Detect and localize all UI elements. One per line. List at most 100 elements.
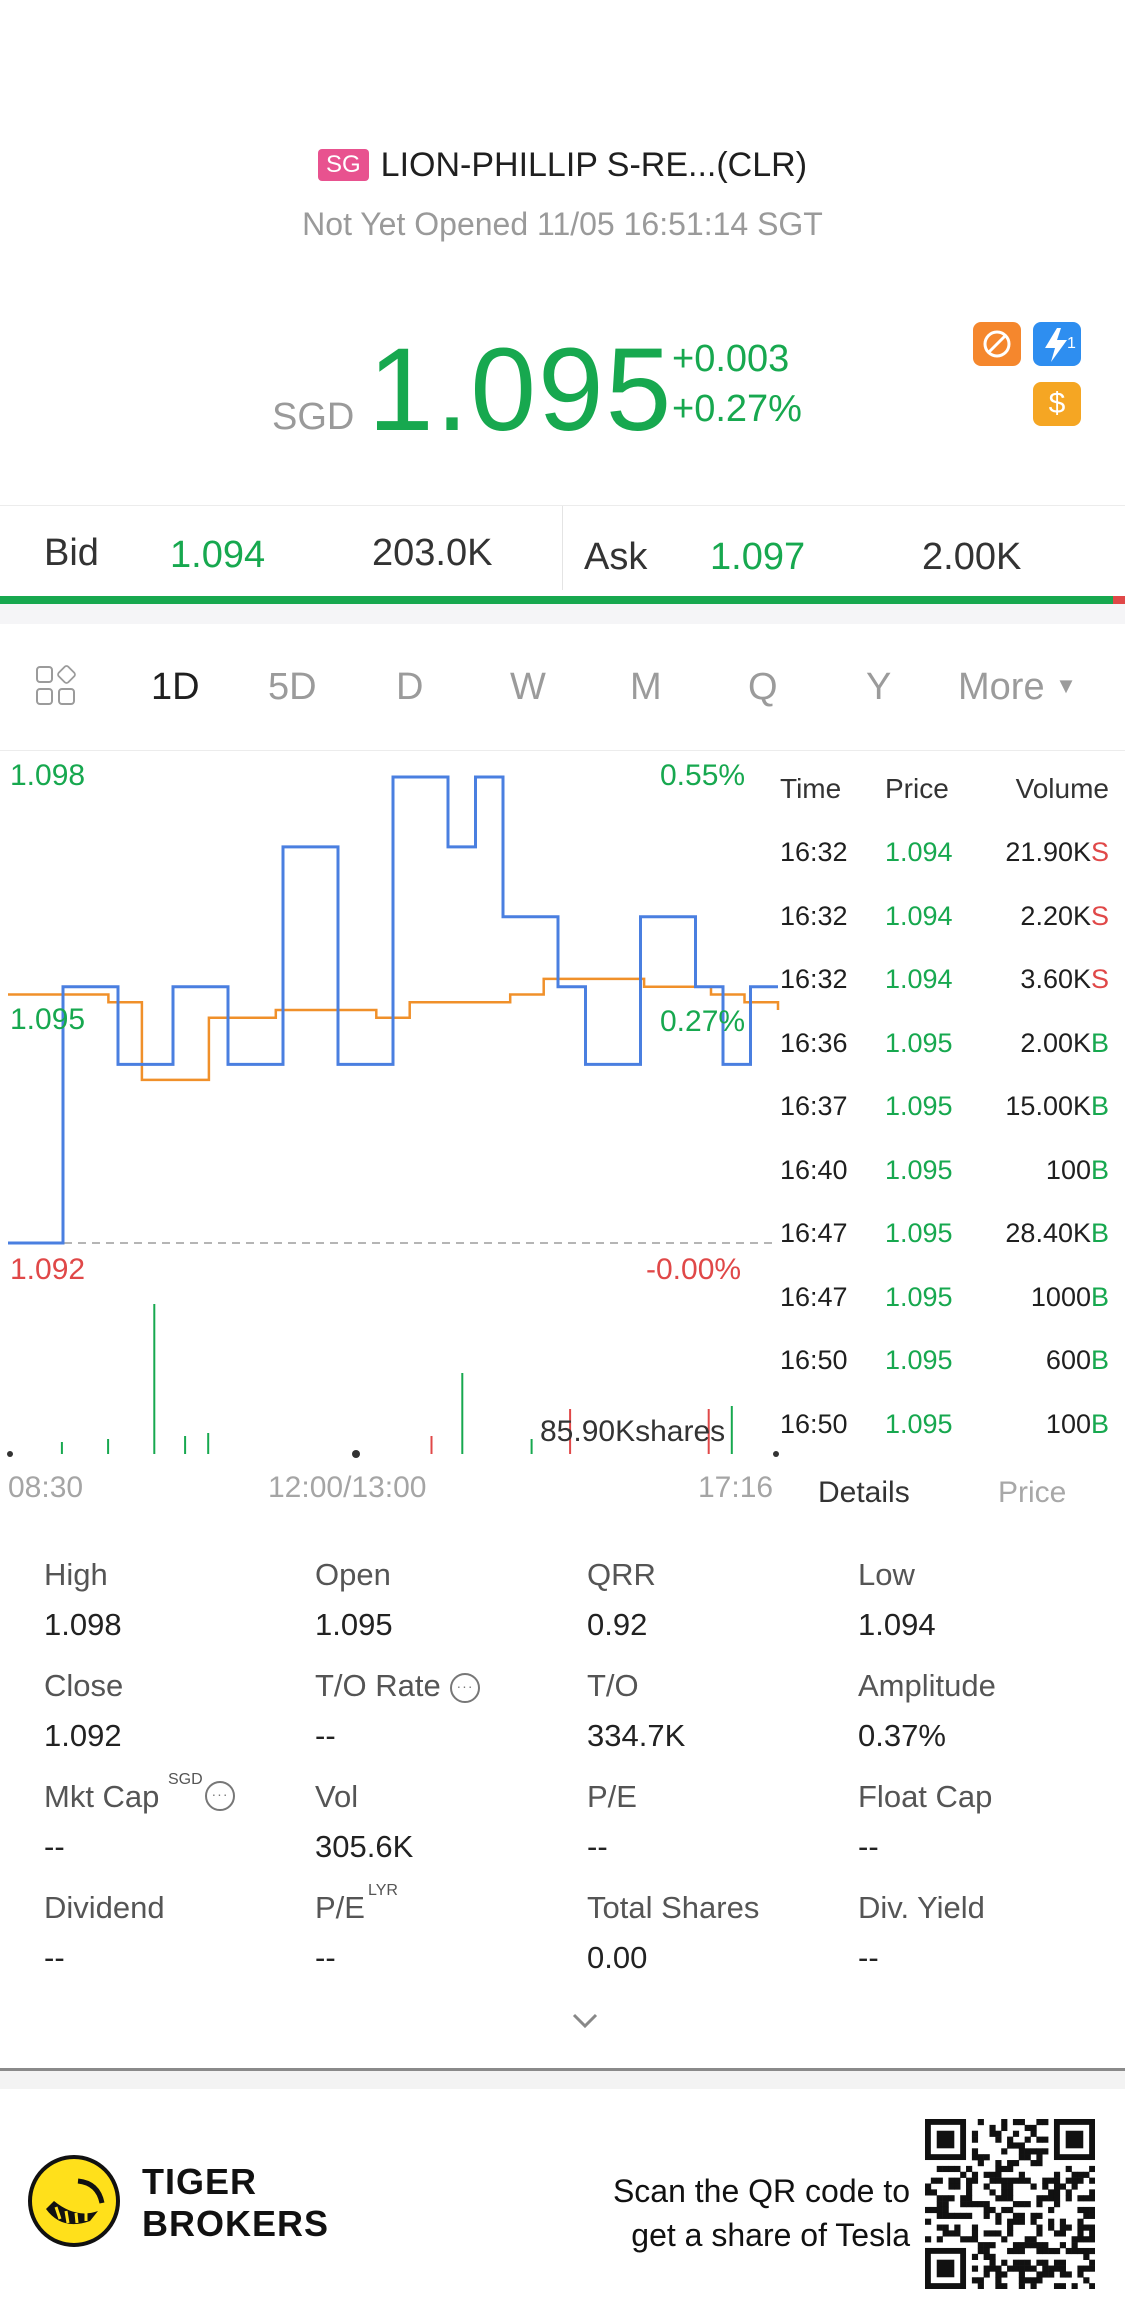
stat-label: T/O <box>587 1668 639 1703</box>
pe-lyr-tag: LYR <box>368 1882 398 1899</box>
tab-more[interactable]: More ▼ <box>958 666 1077 709</box>
last-price: 1.095 <box>368 324 674 456</box>
stat-label: Amplitude <box>858 1668 996 1703</box>
tick-time: 16:40 <box>780 1154 848 1185</box>
stat-label: Low <box>858 1557 915 1592</box>
expand-chevron-icon[interactable] <box>570 2006 600 2036</box>
bid-label: Bid <box>44 532 99 574</box>
tick-price: 1.095 <box>885 1027 953 1058</box>
y-axis-mid: 1.095 <box>10 1003 86 1036</box>
ask-ratio-segment <box>1113 596 1125 604</box>
x-axis-start: 08:30 <box>8 1471 84 1504</box>
tick-row: 16:50 1.095 600B <box>780 1345 1125 1408</box>
tick-volume: 2.20KS <box>1020 900 1109 931</box>
tab-day[interactable]: D <box>396 666 424 708</box>
volume-bars <box>60 1304 733 1454</box>
tick-side: B <box>1090 1218 1109 1248</box>
stat-label: High <box>44 1557 108 1592</box>
section-gap <box>0 2071 1125 2089</box>
stat-label: Open <box>315 1557 391 1592</box>
tab-more-label: More <box>958 666 1045 708</box>
stock-title[interactable]: SG LION-PHILLIP S-RE...(CLR) <box>0 146 1125 185</box>
tab-month[interactable]: M <box>630 666 662 708</box>
tick-volume: 21.90KS <box>1005 837 1109 867</box>
volume-total: 85.90Kshares <box>540 1415 726 1448</box>
session-dot <box>773 1451 779 1457</box>
tick-time: 16:50 <box>780 1408 848 1439</box>
session-dot <box>352 1450 360 1458</box>
stat-value: -- <box>315 1940 336 1975</box>
tick-side: S <box>1090 964 1109 994</box>
tab-price[interactable]: Price <box>998 1476 1067 1509</box>
stat-value: 1.092 <box>44 1718 122 1753</box>
stat-value: 1.095 <box>315 1607 393 1642</box>
market-status: Not Yet Opened 11/05 16:51:14 SGT <box>302 206 823 242</box>
tick-volume: 600B <box>1045 1345 1109 1375</box>
tick-row: 16:32 1.094 2.20KS <box>780 901 1125 964</box>
tick-time: 16:36 <box>780 1027 848 1058</box>
chevron-down-icon: ▼ <box>1055 673 1077 698</box>
stat-value: 334.7K <box>587 1718 686 1753</box>
ask-volume: 2.00K <box>922 536 1022 578</box>
mkt-cap-currency: SGD <box>168 1771 203 1788</box>
tick-time: 16:32 <box>780 900 848 931</box>
brand-line-2: BROKERS <box>142 2203 330 2244</box>
tick-time: 16:32 <box>780 964 848 994</box>
tick-time: 16:50 <box>780 1345 848 1375</box>
tab-details[interactable]: Details <box>818 1476 910 1509</box>
tab-quarter[interactable]: Q <box>748 666 778 708</box>
stat-label: Float Cap <box>858 1779 993 1814</box>
tab-week[interactable]: W <box>510 666 546 708</box>
stat-value: 0.92 <box>587 1607 648 1642</box>
divider <box>0 505 1125 506</box>
tick-row: 16:37 1.095 15.00KB <box>780 1091 1125 1154</box>
grid-menu-icon[interactable] <box>36 663 78 708</box>
stat-value: 1.098 <box>44 1607 122 1642</box>
flash-icon-number: 1 <box>1067 335 1076 352</box>
bid-ask-bar[interactable]: Bid 1.094 203.0K Ask 1.097 2.00K <box>0 506 1125 596</box>
y-axis-low: 1.092 <box>10 1253 86 1286</box>
no-short-icon[interactable] <box>973 322 1021 366</box>
chart-canvas <box>7 775 780 1458</box>
market-badge: SG <box>317 149 369 181</box>
flash-icon[interactable]: 1 <box>1033 322 1081 366</box>
brand-line-1: TIGER <box>142 2161 258 2202</box>
tab-1d[interactable]: 1D <box>151 666 200 708</box>
tick-side: S <box>1090 837 1109 867</box>
tick-price: 1.095 <box>885 1154 953 1185</box>
tab-year[interactable]: Y <box>866 666 892 708</box>
tiger-logo-icon <box>28 2155 120 2247</box>
to-rate-info-icon[interactable]: ··· <box>450 1673 480 1703</box>
tick-time: 16:47 <box>780 1218 848 1248</box>
period-tabs: 1D 5D D W M Q Y More ▼ <box>0 624 1125 750</box>
tick-volume: 3.60KS <box>1020 964 1109 994</box>
bid-price: 1.094 <box>170 534 266 576</box>
stat-label: Vol <box>315 1779 359 1814</box>
price-line <box>8 775 778 1245</box>
tick-side: B <box>1090 1091 1109 1121</box>
tick-volume: 2.00KB <box>1020 1027 1109 1058</box>
tick-side: B <box>1090 1281 1109 1312</box>
tick-price: 1.095 <box>885 1091 953 1121</box>
stock-name: LION-PHILLIP S-RE...(CLR) <box>380 146 808 184</box>
qr-code[interactable] <box>925 2119 1095 2289</box>
tick-side: B <box>1090 1408 1109 1439</box>
dollar-icon[interactable]: $ <box>1033 382 1081 426</box>
stat-label: Close <box>44 1668 124 1703</box>
bid-ask-separator <box>562 506 563 590</box>
bid-ask-ratio-bar <box>0 596 1125 604</box>
tick-header-time: Time <box>780 773 842 804</box>
tab-5d[interactable]: 5D <box>268 666 317 708</box>
quote-header: SG LION-PHILLIP S-RE...(CLR) Not Yet Open… <box>0 0 1125 505</box>
stat-value: 1.094 <box>858 1607 936 1642</box>
stat-value: -- <box>315 1718 336 1753</box>
stat-value: 0.00 <box>587 1940 648 1975</box>
intraday-chart[interactable]: 1.098 0.55% 1.095 0.27% 1.092 -0.00% 85.… <box>0 751 780 1511</box>
tick-row: 16:47 1.095 28.40KB <box>780 1218 1125 1281</box>
tick-header-volume: Volume <box>1015 773 1109 804</box>
tick-side: B <box>1090 1345 1109 1375</box>
mkt-cap-info-icon[interactable]: ··· <box>205 1781 235 1811</box>
tick-volume: 100B <box>1045 1408 1109 1439</box>
tick-volume: 15.00KB <box>1005 1091 1109 1121</box>
price-change-pct: +0.27% <box>672 388 802 430</box>
